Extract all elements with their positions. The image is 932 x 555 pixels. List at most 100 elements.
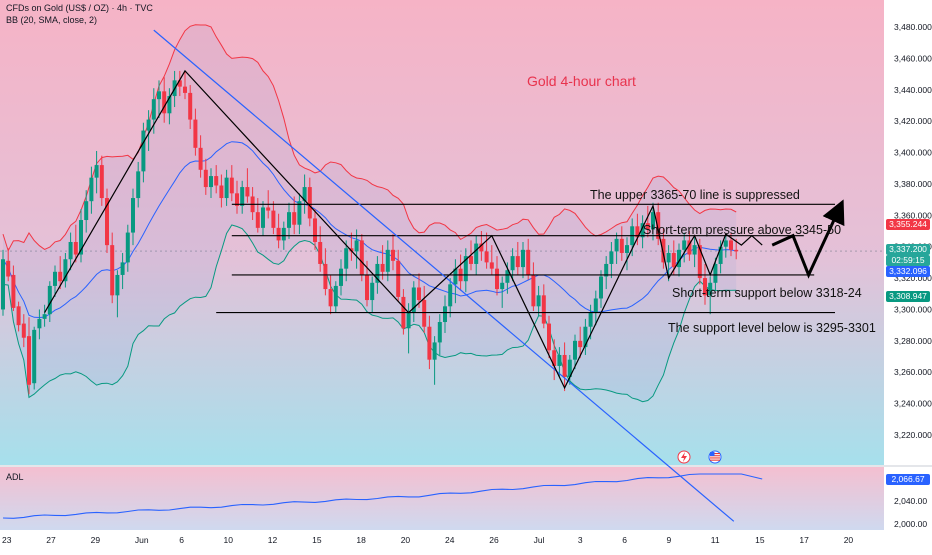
candle-body[interactable]: [198, 147, 203, 170]
candle-body[interactable]: [552, 350, 557, 366]
candle-body[interactable]: [58, 271, 63, 282]
candle-body[interactable]: [73, 241, 78, 255]
candle-body[interactable]: [271, 210, 276, 228]
candle-body[interactable]: [214, 176, 219, 186]
candle-body[interactable]: [261, 207, 265, 228]
candle-body[interactable]: [370, 282, 375, 301]
candle-body[interactable]: [531, 274, 536, 307]
candle-body[interactable]: [79, 220, 83, 255]
candle-body[interactable]: [453, 268, 458, 285]
candle-body[interactable]: [515, 256, 520, 268]
candle-body[interactable]: [692, 245, 697, 255]
candle-body[interactable]: [120, 262, 125, 275]
candle-body[interactable]: [141, 130, 146, 172]
candle-body[interactable]: [297, 201, 302, 225]
candle-body[interactable]: [443, 306, 447, 323]
candle-body[interactable]: [287, 212, 291, 228]
candle-body[interactable]: [333, 285, 338, 307]
candle-body[interactable]: [307, 187, 312, 219]
candle-body[interactable]: [89, 177, 94, 202]
downtrend-line[interactable]: [153, 29, 735, 522]
candle-body[interactable]: [11, 274, 16, 308]
candle-body[interactable]: [645, 223, 650, 230]
candle-body[interactable]: [682, 240, 687, 250]
candle-body[interactable]: [1, 259, 5, 310]
candle-body[interactable]: [463, 256, 468, 282]
candle-body[interactable]: [651, 212, 655, 230]
flash-event-icon[interactable]: [677, 450, 691, 464]
candle-body[interactable]: [495, 268, 499, 290]
candle-body[interactable]: [583, 326, 588, 348]
candle-body[interactable]: [489, 262, 494, 269]
candle-body[interactable]: [68, 241, 73, 260]
candle-body[interactable]: [328, 289, 333, 307]
candle-body[interactable]: [396, 260, 401, 297]
candle-body[interactable]: [292, 212, 297, 225]
candle-body[interactable]: [505, 270, 510, 283]
candle-body[interactable]: [53, 271, 57, 286]
indicator-label[interactable]: BB (20, SMA, close, 2): [6, 15, 98, 25]
candle-body[interactable]: [609, 251, 614, 264]
candle-body[interactable]: [146, 119, 151, 131]
zigzag-pattern-line[interactable]: [44, 69, 763, 390]
candle-body[interactable]: [385, 249, 390, 272]
candle-body[interactable]: [703, 278, 707, 296]
candle-body[interactable]: [536, 295, 541, 307]
candle-body[interactable]: [235, 193, 239, 206]
candle-body[interactable]: [588, 312, 593, 327]
us-flag-icon[interactable]: [708, 450, 722, 464]
candle-body[interactable]: [110, 245, 115, 296]
candle-body[interactable]: [349, 248, 354, 252]
candle-body[interactable]: [209, 176, 213, 188]
candle-body[interactable]: [365, 274, 369, 301]
candle-body[interactable]: [734, 249, 739, 252]
candle-body[interactable]: [276, 227, 281, 241]
candle-body[interactable]: [136, 171, 141, 199]
candle-body[interactable]: [219, 185, 224, 199]
candle-body[interactable]: [521, 249, 525, 268]
candle-body[interactable]: [708, 282, 713, 296]
candle-body[interactable]: [640, 223, 645, 238]
candle-body[interactable]: [541, 295, 546, 324]
candle-body[interactable]: [677, 249, 681, 268]
candle-body[interactable]: [167, 96, 172, 114]
candle-body[interactable]: [718, 246, 723, 264]
candle-body[interactable]: [151, 99, 156, 120]
candle-body[interactable]: [125, 232, 130, 263]
candle-body[interactable]: [255, 212, 260, 228]
candle-body[interactable]: [599, 276, 603, 299]
candle-body[interactable]: [157, 91, 161, 100]
candle-body[interactable]: [437, 322, 442, 343]
candle-body[interactable]: [484, 251, 489, 263]
candle-body[interactable]: [318, 241, 323, 264]
candle-body[interactable]: [27, 336, 31, 385]
candle-body[interactable]: [94, 165, 99, 178]
candle-body[interactable]: [578, 340, 583, 348]
candle-body[interactable]: [281, 227, 286, 241]
candle-body[interactable]: [687, 240, 692, 255]
candle-body[interactable]: [105, 198, 109, 246]
candle-body[interactable]: [323, 263, 328, 290]
candle-body[interactable]: [619, 238, 624, 253]
candle-body[interactable]: [380, 263, 385, 272]
candle-body[interactable]: [510, 256, 515, 271]
candle-body[interactable]: [224, 177, 229, 199]
candle-body[interactable]: [177, 80, 182, 87]
candle-body[interactable]: [666, 252, 671, 263]
candle-body[interactable]: [339, 268, 343, 286]
adl-label[interactable]: ADL: [6, 472, 24, 482]
candle-body[interactable]: [302, 187, 307, 202]
candle-body[interactable]: [422, 300, 427, 327]
candle-body[interactable]: [344, 248, 349, 269]
candle-body[interactable]: [63, 259, 68, 282]
candle-body[interactable]: [391, 249, 395, 261]
candle-body[interactable]: [84, 201, 89, 221]
candle-body[interactable]: [432, 342, 437, 360]
candle-body[interactable]: [21, 323, 26, 338]
candle-body[interactable]: [448, 284, 453, 307]
candle-body[interactable]: [604, 263, 609, 277]
candle-body[interactable]: [635, 226, 640, 238]
candle-body[interactable]: [203, 169, 208, 188]
candle-body[interactable]: [193, 119, 198, 148]
candle-body[interactable]: [526, 249, 531, 275]
